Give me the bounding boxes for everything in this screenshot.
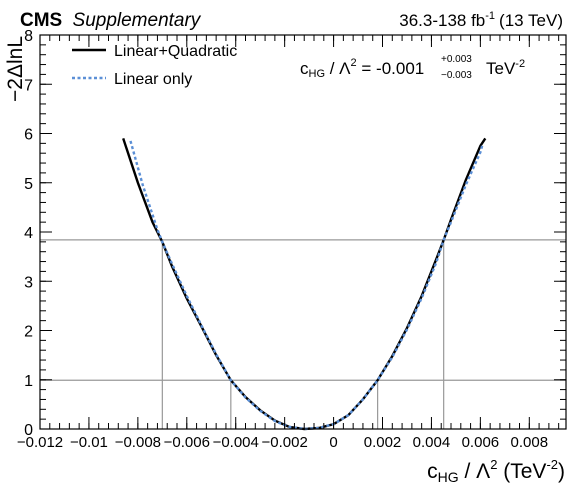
y-tick-label: 1 [24, 373, 33, 390]
x-tick-label: 0.004 [413, 434, 451, 451]
x-axis-ticks: −0.012 −0.01 −0.008 −0.006 −0.004 −0.002 0 0.00… [17, 35, 560, 451]
y-tick-label: 7 [24, 77, 33, 94]
y-tick-label: 2 [24, 324, 33, 341]
series-line-linear-only [129, 140, 484, 431]
y-tick-label: 4 [24, 225, 33, 242]
best-fit-error-up: +0.003 [441, 54, 472, 65]
x-tick-label: 0.006 [462, 434, 500, 451]
y-tick-label: 6 [24, 127, 33, 144]
series-group [122, 137, 487, 431]
legend: Linear+Quadratic Linear only [72, 43, 237, 88]
x-tick-label: 0.002 [364, 434, 402, 451]
best-fit-annotation: cHG / Λ2 = -0.001 +0.003 −0.003 TeV-2 [300, 54, 525, 81]
x-tick-label: −0.004 [213, 434, 259, 451]
best-fit-error-down: −0.003 [441, 70, 472, 81]
y-axis-title: −2ΔlnL [4, 36, 27, 102]
x-tick-label: 0.008 [511, 434, 549, 451]
x-axis-title: cHG / Λ2 (TeV-2) [427, 457, 565, 485]
x-tick-label: 0 [329, 434, 337, 451]
y-tick-label: 8 [24, 28, 33, 45]
x-tick-label: −0.002 [262, 434, 308, 451]
x-tick-label: −0.01 [70, 434, 108, 451]
reference-lines [40, 239, 566, 429]
legend-label-linear-only: Linear only [114, 71, 192, 88]
y-tick-label: 5 [24, 176, 33, 193]
y-tick-label: 3 [24, 274, 33, 291]
best-fit-value: cHG / Λ2 = -0.001 [300, 57, 424, 80]
plot-frame [39, 34, 567, 430]
cms-label: CMS Supplementary [20, 10, 202, 31]
series-line-linear-quadratic [122, 137, 487, 431]
y-tick-label: 0 [24, 422, 33, 439]
luminosity-label: 36.3-138 fb-1 (13 TeV) [399, 10, 563, 30]
best-fit-unit: TeV-2 [486, 58, 525, 78]
y-axis-ticks: 0 1 2 3 4 5 6 7 8 [24, 28, 566, 439]
x-tick-label: −0.008 [115, 434, 161, 451]
legend-label-linear-quadratic: Linear+Quadratic [114, 43, 237, 60]
x-tick-label: −0.012 [17, 434, 63, 451]
x-tick-label: −0.006 [164, 434, 210, 451]
